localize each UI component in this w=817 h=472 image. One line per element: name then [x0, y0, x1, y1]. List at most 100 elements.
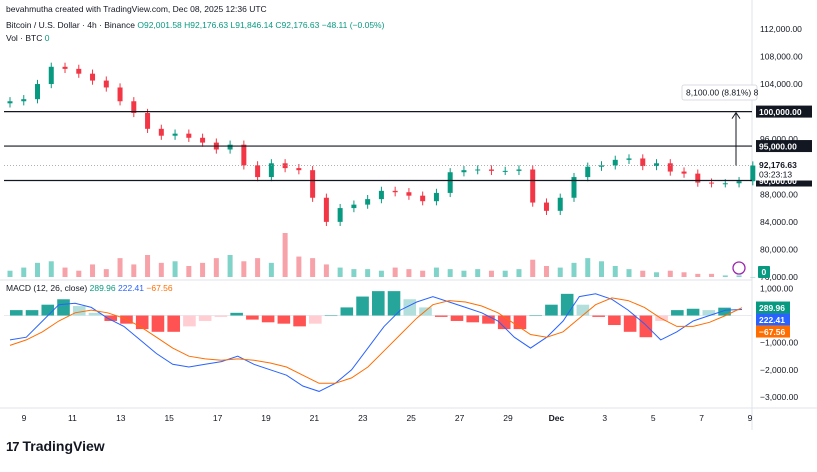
- macd-histogram-bar: [686, 308, 700, 316]
- candle-body: [433, 192, 439, 202]
- volume-bar: [557, 267, 563, 277]
- macd-tick-label: 1,000.00: [760, 283, 793, 293]
- volume-bar: [310, 258, 316, 277]
- volume-bar: [337, 267, 343, 277]
- volume-bar: [750, 277, 756, 278]
- volume-bar: [351, 269, 357, 277]
- candle-body: [62, 66, 68, 69]
- volume-bar: [186, 266, 192, 277]
- axes: 112,000.00 108,000.00 104,000.00 96,000.00 8…: [22, 24, 803, 423]
- macd-line: [9, 293, 743, 392]
- price-tick-label: 76,000.00: [760, 272, 798, 282]
- volume-bar: [158, 262, 164, 277]
- macd-histogram-bar: [387, 291, 401, 316]
- candle-body: [158, 128, 164, 136]
- macd-tick-label: −2,000.00: [760, 365, 798, 375]
- volume-label: Vol · BTC: [6, 33, 43, 43]
- macd-histogram-bar: [356, 296, 369, 316]
- macd-histogram-bar: [340, 307, 354, 316]
- volume-bar: [475, 269, 481, 277]
- volume-bar: [35, 262, 41, 277]
- time-tick-label: 19: [261, 413, 271, 423]
- macd-histogram-bar: [434, 315, 448, 317]
- volume-bar: [612, 266, 618, 277]
- macd-value-1: 289.96: [89, 283, 116, 293]
- volume-bar: [117, 258, 123, 277]
- candle-body: [337, 208, 343, 222]
- volume-bar: [213, 258, 219, 277]
- measure-label-box: [681, 84, 758, 101]
- candle-body: [48, 66, 54, 85]
- volume-bar: [365, 269, 371, 277]
- volume-badge-label: 0: [762, 267, 767, 277]
- candle-body: [640, 158, 646, 167]
- candle-body: [612, 159, 618, 166]
- price-tick-label: 84,000.00: [760, 217, 798, 227]
- candle-body: [117, 87, 123, 102]
- macd-histogram-bar: [41, 304, 55, 316]
- candle-body: [598, 165, 604, 167]
- price-tick-label: 88,000.00: [760, 189, 798, 199]
- price-tick-label: 96,000.00: [760, 134, 798, 144]
- macd-histogram-bar: [671, 310, 684, 316]
- volume-bar: [131, 264, 137, 277]
- candle-body: [90, 73, 96, 81]
- candle-body: [750, 165, 756, 182]
- macd-label: MACD (12, 26, close): [6, 283, 88, 293]
- macd-value-2: 222.41: [118, 283, 144, 293]
- volume-bar: [282, 233, 288, 277]
- macd-histogram-bar: [151, 315, 165, 332]
- candle-body: [255, 165, 261, 178]
- volume-bars: [7, 233, 756, 278]
- macd-histogram-bar: [718, 307, 731, 316]
- candle-body: [571, 177, 577, 198]
- macd-histogram-bar: [309, 315, 322, 324]
- high-value: H92,176.63: [184, 20, 229, 30]
- macd-histogram-bar: [545, 304, 558, 316]
- volume-badge: [758, 266, 770, 278]
- tradingview-watermark: 17 TradingView: [6, 438, 105, 454]
- macd-histogram-bar: [623, 315, 637, 332]
- volume-bar: [433, 267, 439, 277]
- volume-bar: [268, 262, 274, 277]
- price-tick-label: 108,000.00: [760, 51, 803, 61]
- time-tick-label: 21: [310, 413, 320, 423]
- macd-histogram-bar: [230, 312, 243, 316]
- price-tick-label: 104,000.00: [760, 79, 803, 89]
- volume-bar: [516, 269, 522, 277]
- volume-bar: [323, 264, 329, 277]
- macd-histogram-bar: [214, 315, 228, 317]
- volume-bar: [241, 261, 247, 277]
- time-tick-label: Dec: [549, 413, 565, 423]
- macd-pane: [4, 291, 752, 392]
- candle-body: [667, 163, 673, 172]
- volume-bar: [667, 270, 673, 277]
- macd-histogram-bar: [576, 304, 590, 316]
- macd-histogram-bar: [277, 315, 291, 324]
- candle-body: [557, 197, 563, 211]
- macd-histogram-bar: [529, 315, 542, 317]
- macd-histogram-bar: [72, 306, 86, 316]
- macd-histogram-bar: [450, 315, 464, 321]
- volume-bar: [461, 270, 467, 277]
- volume-bar: [296, 256, 302, 277]
- candle-body: [103, 80, 109, 88]
- open-value: O92,001.58: [137, 20, 182, 30]
- candle-body: [351, 204, 357, 209]
- horizontal-levels: 100,000.00 95,000.00 90,000.00 92,176.6303:…: [4, 105, 812, 187]
- macd-histogram-bar: [702, 310, 716, 316]
- candle-body: [736, 181, 742, 184]
- volume-bar: [488, 270, 494, 277]
- symbol-title: Bitcoin / U.S. Dollar · 4h · Binance: [6, 20, 135, 30]
- price-tick-label: 112,000.00: [760, 24, 802, 34]
- level-label: 100,000.00: [759, 107, 802, 117]
- candle-body: [21, 99, 27, 102]
- level-label: 90,000.00: [759, 176, 797, 186]
- macd-histogram-bar: [135, 315, 149, 330]
- candle-body: [145, 112, 151, 129]
- candle-body: [461, 170, 467, 173]
- macd-histogram-bar: [183, 315, 196, 327]
- macd-value-badge: [756, 301, 790, 314]
- volume-bar: [406, 269, 412, 277]
